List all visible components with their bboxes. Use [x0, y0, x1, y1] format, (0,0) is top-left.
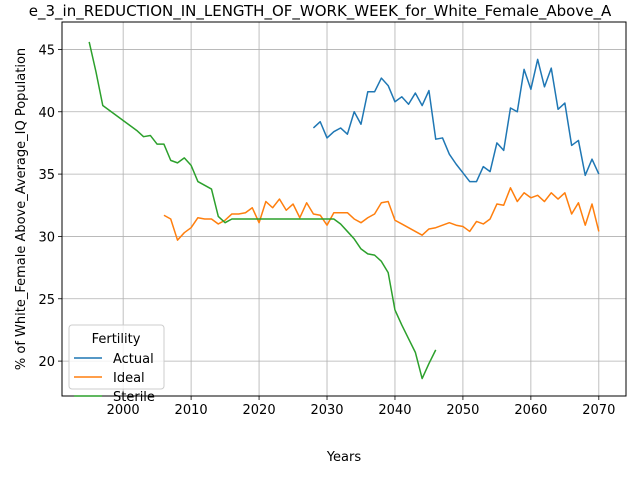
legend-label-actual: Actual — [113, 352, 154, 367]
y-tick-label: 30 — [38, 230, 55, 245]
legend-label-ideal: Ideal — [113, 371, 145, 386]
y-tick-label: 25 — [38, 293, 55, 308]
chart-title: e_3_in_REDUCTION_IN_LENGTH_OF_WORK_WEEK_… — [29, 2, 612, 21]
x-tick-label: 2000 — [107, 403, 140, 418]
ticks: 2000 2010 2020 2030 2040 2050 2060 2070 20 25 30 35… — [38, 43, 615, 418]
y-tick-label: 45 — [38, 43, 55, 58]
series-line-sterile — [88, 41, 437, 380]
legend-label-sterile: Sterile — [113, 390, 155, 405]
plot-frame — [61, 21, 627, 397]
series-layer — [88, 41, 600, 380]
x-tick-label: 2050 — [446, 403, 479, 418]
legend-title: Fertility — [92, 332, 141, 347]
x-tick-label: 2030 — [310, 403, 343, 418]
legend: Fertility Actual Ideal Sterile — [68, 324, 165, 405]
y-tick-label: 20 — [38, 355, 55, 370]
grid — [62, 22, 626, 396]
series-line-actual — [312, 58, 600, 183]
y-tick-label: 35 — [38, 168, 55, 183]
x-tick-label: 2020 — [243, 403, 276, 418]
legend-box — [68, 324, 165, 390]
series-line-ideal — [163, 187, 600, 241]
x-tick-label: 2040 — [378, 403, 411, 418]
x-tick-label: 2010 — [175, 403, 208, 418]
x-tick-label: 2060 — [514, 403, 547, 418]
y-axis-label: % of White_Female Above_Average_IQ Popul… — [14, 48, 29, 370]
y-tick-label: 40 — [38, 106, 55, 121]
x-axis-label: Years — [326, 450, 362, 465]
x-tick-label: 2070 — [582, 403, 615, 418]
